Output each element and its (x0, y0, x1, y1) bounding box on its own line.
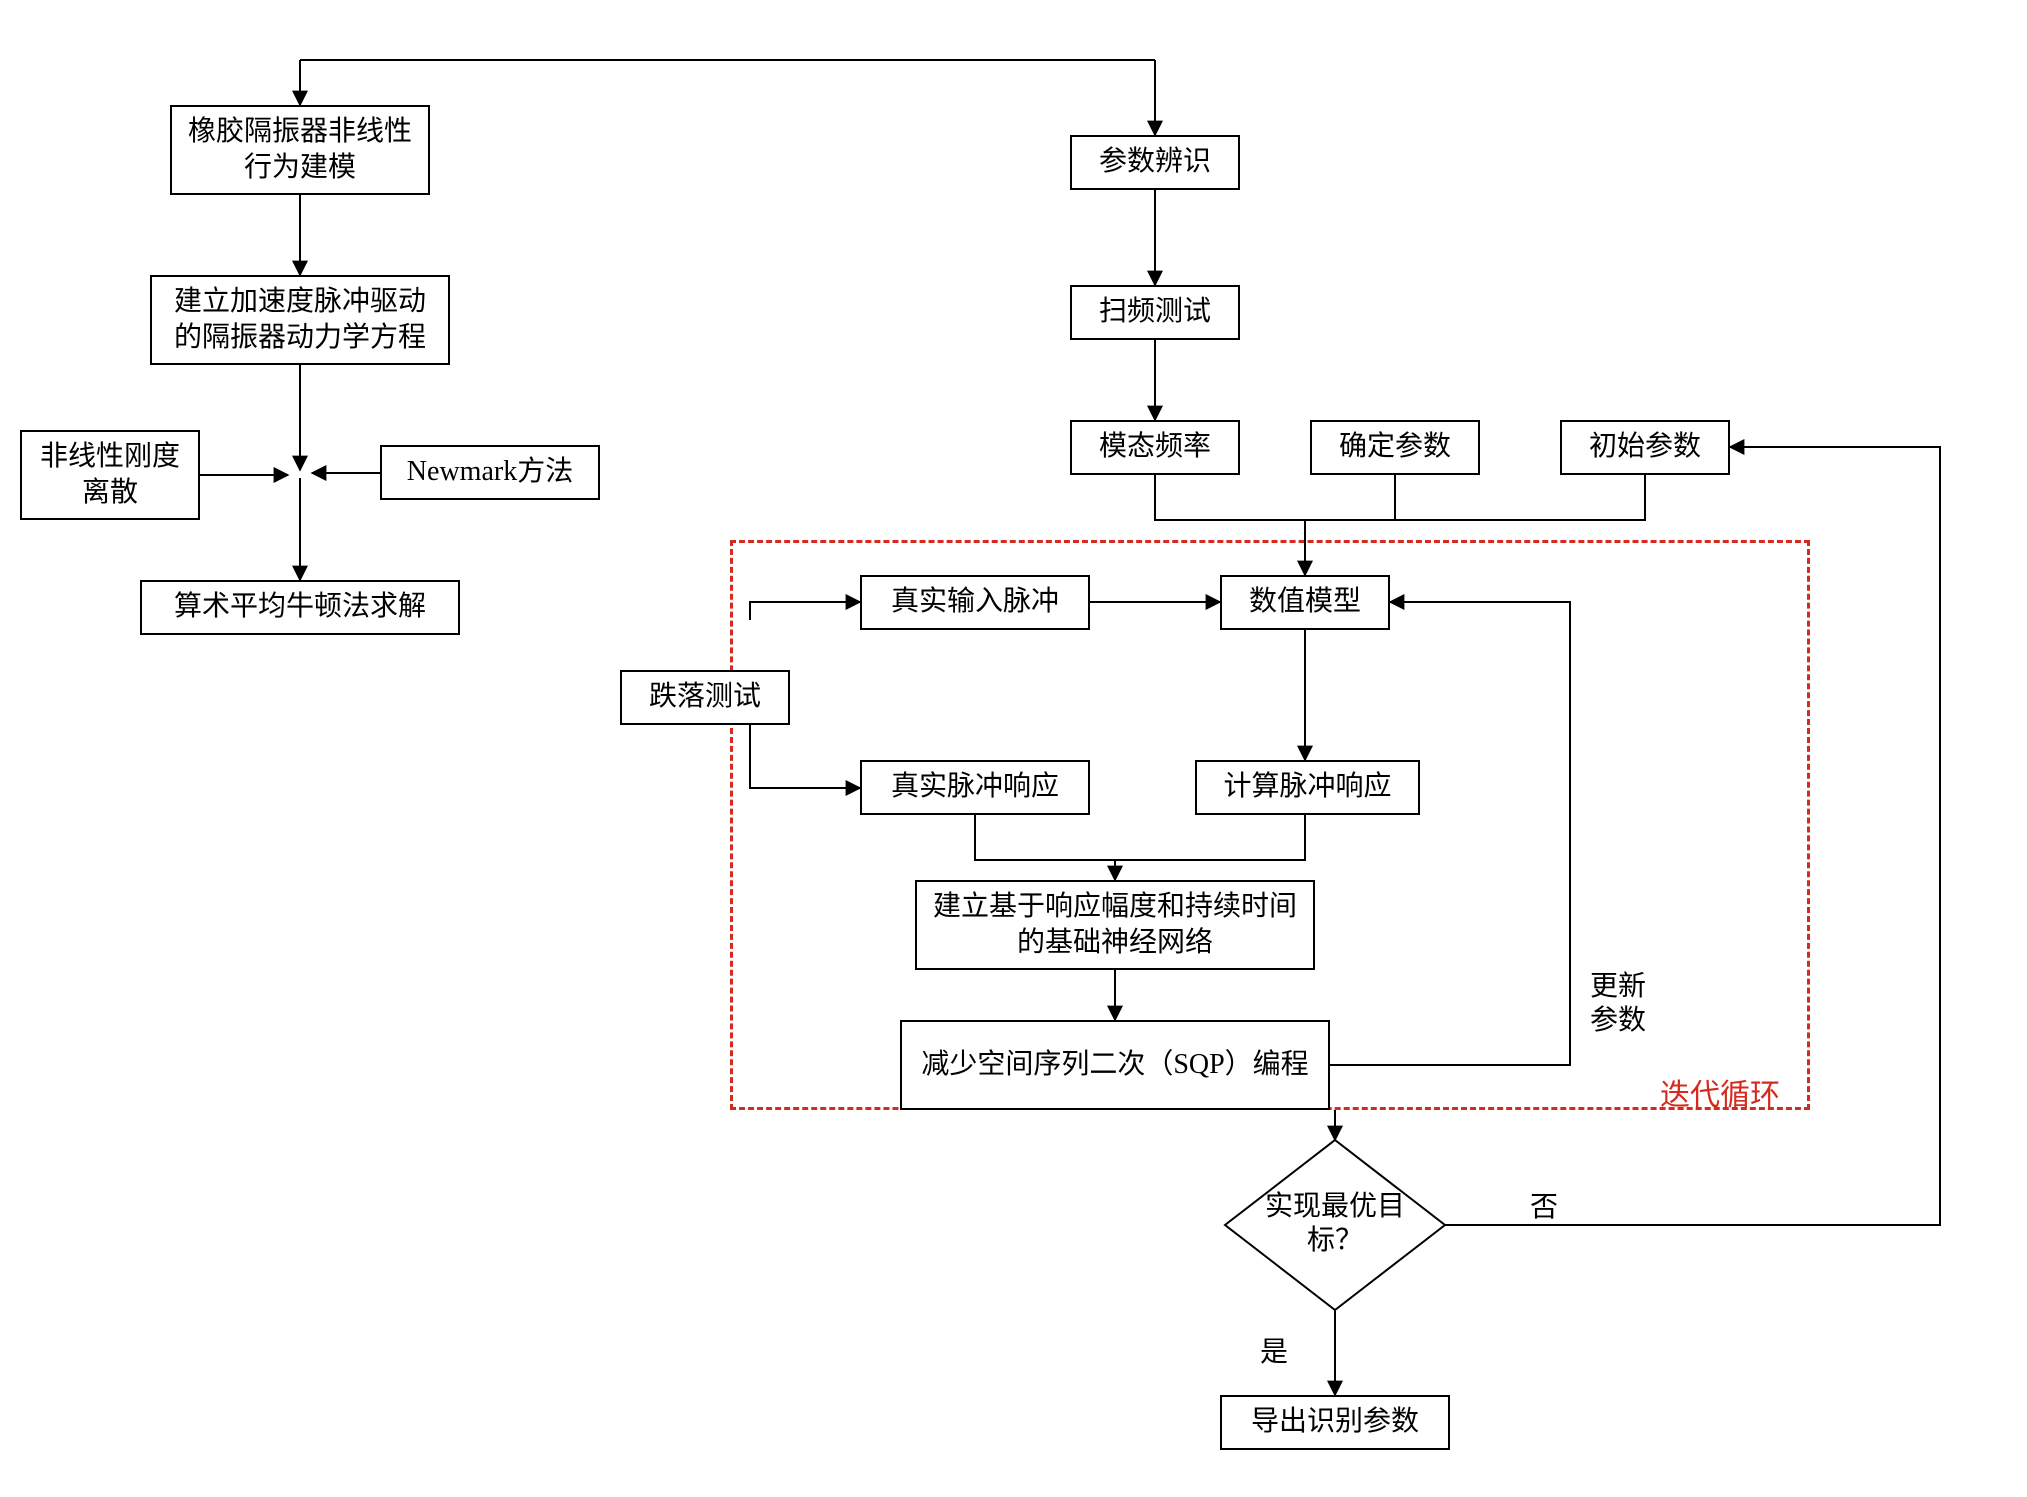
label-no: 否 (1530, 1185, 1558, 1225)
node-text: 扫频测试 (1099, 294, 1211, 330)
node-sqp: 减少空间序列二次（SQP）编程 (900, 1020, 1330, 1110)
node-text: 跌落测试 (649, 679, 761, 715)
node-neural-network: 建立基于响应幅度和持续时间的基础神经网络 (915, 880, 1315, 970)
node-param-identification: 参数辨识 (1070, 135, 1240, 190)
node-sweep-test: 扫频测试 (1070, 285, 1240, 340)
flowchart-canvas: 橡胶隔振器非线性行为建模 建立加速度脉冲驱动的隔振器动力学方程 非线性刚度离散 … (0, 0, 2027, 1497)
label-yes: 是 (1260, 1330, 1288, 1370)
node-real-pulse-response: 真实脉冲响应 (860, 760, 1090, 815)
node-text: 参数辨识 (1099, 144, 1211, 180)
node-numerical-model: 数值模型 (1220, 575, 1390, 630)
node-fixed-params: 确定参数 (1310, 420, 1480, 475)
diamond-text: 实现最优目标？ (1265, 1190, 1405, 1257)
node-drop-test: 跌落测试 (620, 670, 790, 725)
node-text: 算术平均牛顿法求解 (174, 589, 426, 625)
node-text: 导出识别参数 (1251, 1404, 1419, 1440)
node-export-params: 导出识别参数 (1220, 1395, 1450, 1450)
node-newmark-method: Newmark方法 (380, 445, 600, 500)
node-text: 橡胶隔振器非线性行为建模 (184, 114, 416, 187)
node-text: 初始参数 (1589, 429, 1701, 465)
node-acceleration-eqn: 建立加速度脉冲驱动的隔振器动力学方程 (150, 275, 450, 365)
node-text: 建立加速度脉冲驱动的隔振器动力学方程 (164, 284, 436, 357)
node-text: Newmark方法 (407, 454, 573, 490)
label-update-params: 更新参数 (1590, 970, 1670, 1037)
node-text: 建立基于响应幅度和持续时间的基础神经网络 (929, 889, 1301, 962)
node-text: 非线性刚度离散 (34, 439, 186, 512)
node-calc-pulse-response: 计算脉冲响应 (1195, 760, 1420, 815)
node-text: 模态频率 (1099, 429, 1211, 465)
node-text: 计算脉冲响应 (1223, 769, 1391, 805)
node-text: 确定参数 (1339, 429, 1451, 465)
node-newton-solve: 算术平均牛顿法求解 (140, 580, 460, 635)
label-iteration-loop: 迭代循环 (1660, 1070, 1780, 1114)
node-text: 真实脉冲响应 (891, 769, 1059, 805)
node-initial-params: 初始参数 (1560, 420, 1730, 475)
node-real-input-pulse: 真实输入脉冲 (860, 575, 1090, 630)
node-modal-frequency: 模态频率 (1070, 420, 1240, 475)
node-text: 减少空间序列二次（SQP）编程 (921, 1047, 1308, 1083)
node-rubber-modeling: 橡胶隔振器非线性行为建模 (170, 105, 430, 195)
node-text: 真实输入脉冲 (891, 584, 1059, 620)
node-text: 数值模型 (1249, 584, 1361, 620)
node-nonlinear-stiffness: 非线性刚度离散 (20, 430, 200, 520)
